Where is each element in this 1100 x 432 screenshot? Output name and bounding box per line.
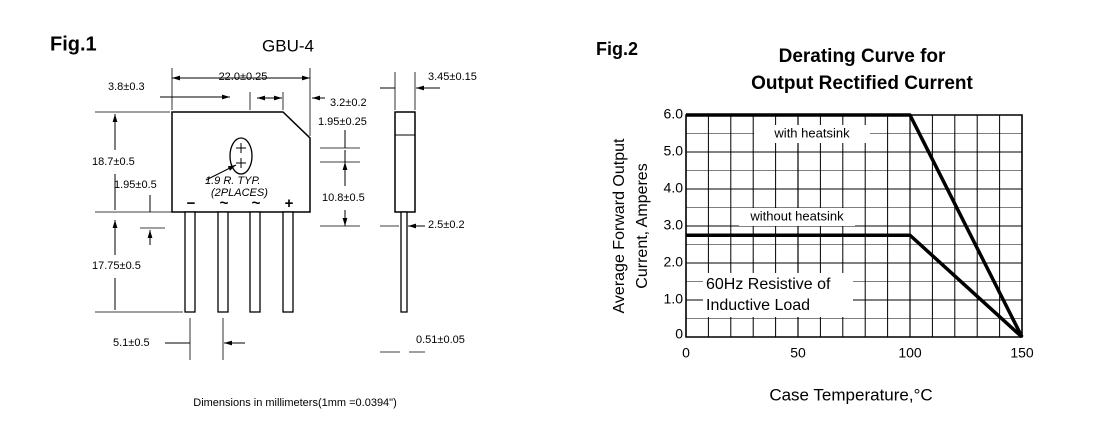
dimension: 3.45±0.15 — [428, 71, 477, 83]
y-tick-label: 5.0 — [664, 143, 684, 159]
annotation-bg — [703, 273, 853, 317]
y-tick-label: 0 — [675, 326, 683, 342]
dimension-lines — [95, 68, 440, 360]
pin-symbol: ~ — [220, 195, 229, 212]
pin-symbol: ~ — [252, 195, 261, 212]
pin-symbol: − — [187, 195, 196, 212]
figure-label: Fig.2 — [596, 39, 638, 59]
dimension: 3.2±0.2 — [330, 97, 367, 109]
side-body — [394, 111, 416, 213]
y-tick-label: 3.0 — [664, 217, 684, 233]
dimension: 18.7±0.5 — [92, 156, 135, 168]
x-tick-label: 50 — [790, 345, 806, 361]
series-label: without heatsink — [749, 208, 844, 223]
hole-note: 1.9 R. TYP. — [205, 175, 260, 187]
footnote: Dimensions in millimeters(1mm =0.0394") — [193, 397, 397, 409]
dimension: 1.95±0.5 — [114, 179, 157, 191]
chart: Fig.2 Derating Curve for Output Rectified … — [596, 39, 1034, 405]
y-tick-label: 6.0 — [664, 106, 684, 122]
x-tick-label: 150 — [1010, 345, 1034, 361]
dimension: 2.5±0.2 — [428, 219, 465, 231]
dimension: 0.51±0.05 — [416, 334, 465, 346]
annotation: Inductive Load — [706, 297, 810, 314]
x-axis-label: Case Temperature,°C — [769, 385, 932, 404]
mounting-hole — [229, 137, 253, 175]
label-bg — [739, 208, 855, 226]
dimension: 22.0±0.25 — [219, 71, 268, 83]
y-axis-label: Current, Amperes — [634, 163, 651, 288]
mechanical-drawing: Fig.1 GBU-4 3.8±0.3 — [50, 33, 477, 409]
pin-symbol: + — [285, 195, 294, 212]
y-tick-label: 2.0 — [664, 254, 684, 270]
series-label: with heatsink — [773, 125, 850, 140]
side-lead — [400, 211, 408, 313]
data-line — [686, 233, 1024, 339]
annotation: 60Hz Resistive of — [706, 276, 831, 293]
dimension: 17.75±0.5 — [92, 260, 141, 272]
dimension: 5.1±0.5 — [113, 337, 150, 349]
dimension: 3.8±0.3 — [108, 81, 145, 93]
y-axis-label: Average Forward Output — [611, 138, 628, 313]
package-name: GBU-4 — [262, 36, 314, 55]
dimension: 10.8±0.5 — [322, 192, 365, 204]
label-bg — [754, 125, 870, 143]
hole-note: (2PLACES) — [211, 187, 268, 199]
y-tick-label: 1.0 — [664, 291, 684, 307]
chart-title: Derating Curve for — [779, 46, 946, 67]
x-tick-label: 100 — [898, 345, 922, 361]
leads — [184, 211, 294, 313]
x-tick-label: 0 — [682, 345, 690, 361]
y-tick-label: 4.0 — [664, 180, 684, 196]
hole-centers — [236, 143, 246, 168]
data-line — [686, 113, 1024, 338]
chart-title: Output Rectified Current — [751, 73, 973, 94]
figure-label: Fig.1 — [50, 33, 97, 55]
dimension: 1.95±0.25 — [318, 116, 367, 128]
